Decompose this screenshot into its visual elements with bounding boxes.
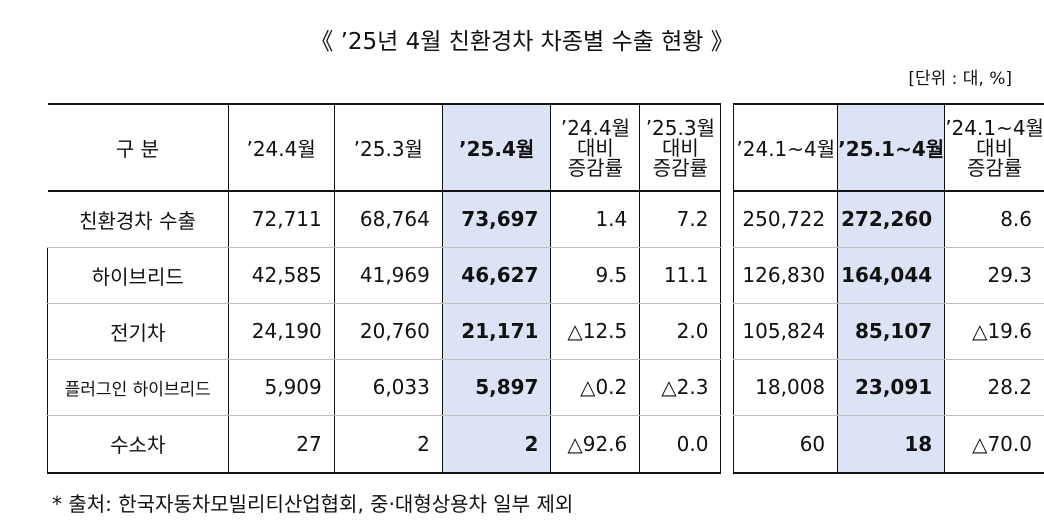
table-cell: 28.2 xyxy=(944,359,1044,416)
row-label: 전기차 xyxy=(47,303,228,360)
table-cell: 2.0 xyxy=(639,303,722,360)
table-cell: 2 xyxy=(441,415,551,474)
header-2404: ’24.4월 xyxy=(227,103,335,192)
header-2401-04: ’24.1~4월 xyxy=(733,103,838,192)
row-label: 플러그인 하이브리드 xyxy=(47,359,228,416)
table-cell: △70.0 xyxy=(944,415,1044,474)
table-cell: 85,107 xyxy=(837,303,945,360)
table-cell: △19.6 xyxy=(944,303,1044,360)
table-cell: 6,033 xyxy=(333,359,443,416)
table-row: 전기차 24,190 20,760 21,171 △12.5 2.0 105,824 85,1… xyxy=(47,303,1044,360)
column-gap xyxy=(720,104,734,191)
column-gap xyxy=(720,191,734,247)
table-cell: 5,897 xyxy=(441,359,551,416)
row-label: 수소차 xyxy=(47,415,228,474)
unit-label: [단위 : 대, %] xyxy=(908,69,1012,89)
table-cell: 46,627 xyxy=(441,247,551,304)
table-cell: 11.1 xyxy=(639,247,722,304)
table-cell: △92.6 xyxy=(550,415,640,474)
header-ytd-change: ’24.1~4월 대비 증감률 xyxy=(944,103,1044,192)
header-2504: ’25.4월 xyxy=(441,103,551,192)
table-row: 플러그인 하이브리드 5,909 6,033 5,897 △0.2 △2.3 18,008 2… xyxy=(47,359,1044,416)
table-cell: 18,008 xyxy=(733,359,838,416)
header-mom-line1: ’25.3월 xyxy=(645,115,715,140)
column-gap xyxy=(720,303,734,359)
header-ytd-line3: 증감률 xyxy=(966,155,1023,180)
table-cell: 250,722 xyxy=(733,191,838,248)
table-cell: 60 xyxy=(733,415,838,474)
table-cell: 73,697 xyxy=(441,191,551,248)
page-title: 《 ’25년 4월 친환경차 차종별 수출 현황 》 xyxy=(310,29,734,55)
table-cell: 9.5 xyxy=(550,247,640,304)
table-cell: △2.3 xyxy=(639,359,722,416)
source-note: * 출처: 한국자동차모빌리티산업협회, 중·대형상용차 일부 제외 xyxy=(52,492,574,516)
table-cell: 0.0 xyxy=(639,415,722,474)
header-2501-04: ’25.1~4월 xyxy=(837,103,945,192)
table-cell: 126,830 xyxy=(733,247,838,304)
table-cell: 5,909 xyxy=(227,359,335,416)
table-cell: △12.5 xyxy=(550,303,640,360)
table-cell: 8.6 xyxy=(944,191,1044,248)
table-cell: 27 xyxy=(227,415,335,474)
table-cell: 105,824 xyxy=(733,303,838,360)
table-cell: 24,190 xyxy=(227,303,335,360)
header-ytd-line2: 대비 xyxy=(976,135,1013,160)
table-cell: 18 xyxy=(837,415,945,474)
table-cell: 2 xyxy=(333,415,443,474)
header-row: 구 분 ’24.4월 ’25.3월 ’25.4월 ’24.4월 대비 증감률 ’… xyxy=(47,103,1044,192)
table-cell: △0.2 xyxy=(550,359,640,416)
export-table: 구 분 ’24.4월 ’25.3월 ’25.4월 ’24.4월 대비 증감률 ’… xyxy=(47,103,1044,474)
header-category: 구 분 xyxy=(47,103,228,192)
table-cell: 20,760 xyxy=(333,303,443,360)
column-gap xyxy=(720,359,734,415)
table-cell: 41,969 xyxy=(333,247,443,304)
row-label: 친환경차 수출 xyxy=(47,191,228,248)
table-cell: 164,044 xyxy=(837,247,945,304)
header-mom-line2: 대비 xyxy=(661,135,699,160)
header-mom-line3: 증감률 xyxy=(652,155,708,180)
table-cell: 1.4 xyxy=(550,191,640,248)
header-mom: ’25.3월 대비 증감률 xyxy=(639,103,722,192)
table-cell: 29.3 xyxy=(944,247,1044,304)
header-yoy-line1: ’24.4월 xyxy=(560,115,631,140)
header-yoy-line3: 증감률 xyxy=(567,155,623,180)
column-gap xyxy=(720,415,734,473)
table-row: 수소차 27 2 2 △92.6 0.0 60 18 △70.0 xyxy=(47,415,1044,474)
table-row: 하이브리드 42,585 41,969 46,627 9.5 11.1 126,830 164… xyxy=(47,247,1044,304)
header-yoy-line2: 대비 xyxy=(576,135,614,160)
table-cell: 42,585 xyxy=(227,247,335,304)
table-cell: 72,711 xyxy=(227,191,335,248)
table-row: 친환경차 수출 72,711 68,764 73,697 1.4 7.2 250,722 27… xyxy=(47,191,1044,248)
row-label: 하이브리드 xyxy=(47,247,228,304)
header-2503: ’25.3월 xyxy=(333,103,443,192)
column-gap xyxy=(720,247,734,303)
table-cell: 23,091 xyxy=(837,359,945,416)
table-cell: 21,171 xyxy=(441,303,551,360)
header-ytd-line1: ’24.1~4월 xyxy=(945,115,1044,140)
table-cell: 68,764 xyxy=(333,191,443,248)
table-cell: 7.2 xyxy=(639,191,722,248)
header-yoy: ’24.4월 대비 증감률 xyxy=(550,103,640,192)
table-cell: 272,260 xyxy=(837,191,945,248)
